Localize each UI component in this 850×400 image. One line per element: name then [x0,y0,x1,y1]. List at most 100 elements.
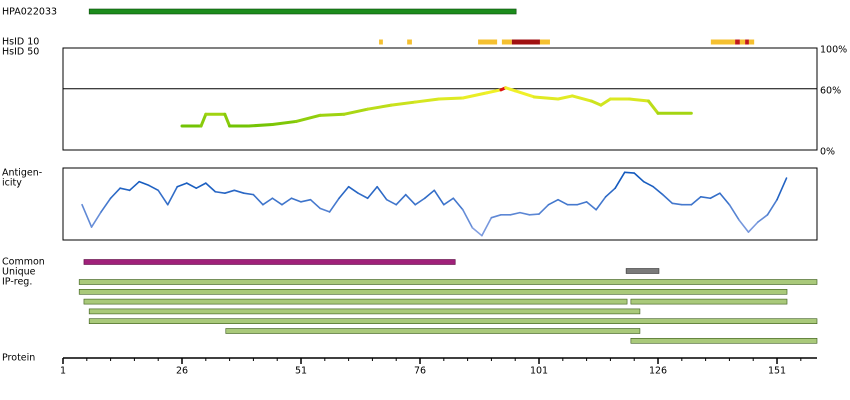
antigenicity-line [252,193,264,206]
antigenicity-line [347,185,359,194]
antigenicity-line [404,193,417,206]
identity-line [504,86,517,93]
antigenicity-line [385,198,398,206]
region-bar [88,318,818,325]
antigenicity-line [233,189,245,194]
antigenicity-line [166,185,179,206]
identity-line [532,95,560,101]
antigenicity-line [633,172,645,183]
antigenicity-line [214,190,226,194]
antigenicity-line [300,198,312,203]
antigenicity-line [604,187,616,198]
antigenicity-line [557,198,569,206]
x-tick-label: 76 [414,366,426,377]
antigenicity-line [281,197,293,206]
antigenicity-line [328,197,340,213]
antigenicity-line [271,197,283,206]
antigenicity-line [224,189,236,194]
antigenicity-line [290,197,302,203]
antigenicity-label: icity [2,178,22,189]
antigenicity-line [90,211,102,228]
antigenicity-line [423,189,436,200]
hsid50-label: HsID 50 [2,47,39,58]
region-bar [630,298,788,305]
x-tick-label: 51 [295,366,307,377]
identity-line [199,112,208,128]
hsid10-label: HsID 10 [2,37,39,48]
antigenicity-line [652,185,664,196]
antigenicity-line [595,196,607,211]
ipreg-label: IP-reg. [2,277,32,288]
hsid10-segment [379,39,383,45]
identity-line [389,100,417,107]
hsid10-segment [478,39,498,45]
identity-line [413,97,441,104]
antigenicity-line [547,198,559,206]
antigenicity-line [262,197,274,206]
hsid10-segment [739,39,746,45]
region-bar [625,268,660,274]
hsid10-segment [539,39,550,45]
antigenicity-line [443,197,455,206]
x-tick-label: 101 [530,366,548,377]
identity-line [556,94,574,101]
antigenicity-line [376,185,388,201]
antibody-bar [88,8,517,15]
antigenicity-line [719,192,731,206]
identity-line [437,96,465,101]
identity-line [461,91,489,100]
antigenicity-line [576,201,588,206]
identity-line [294,113,322,123]
antigenicity-box [62,167,818,241]
antigenicity-line [138,180,150,187]
identity-line [589,99,603,107]
antigenicity-line [776,177,788,201]
region-bar [225,328,641,334]
antigenicity-line [509,211,521,216]
antigenicity-line [728,203,740,221]
identity-line [485,88,503,95]
antigenicity-line [757,214,769,223]
common-label: Common [2,257,45,268]
y-tick-label: 60% [820,85,841,96]
hsid10-segment [745,39,749,45]
identity-line [513,89,536,99]
region-bar [630,337,818,344]
identity-line [646,99,660,115]
identity-line [570,94,593,103]
antigenicity-line [176,182,188,188]
antigenicity-line [538,203,550,215]
x-tick-label: 1 [60,366,66,377]
hsid10-segment [710,39,736,45]
region-bar [88,308,641,315]
identity-line [599,97,612,107]
antigenicity-line [462,208,474,229]
antigenicity-line [700,196,712,200]
antibody-label: HPA022033 [2,7,57,18]
region-bar [78,288,788,295]
antigenicity-line [128,180,140,192]
antigenicity-line [585,201,597,211]
antigenicity-line [452,197,464,211]
antigenicity-line [185,182,198,189]
antigenicity-line [100,197,112,213]
antigenicity-line [395,193,407,206]
x-tick-label: 126 [649,366,667,377]
hsid10-segment [748,39,755,45]
identity-line [270,119,298,126]
identity-line [342,107,370,116]
hsid10-segment [511,39,540,45]
antigenicity-line [81,203,93,228]
antigenicity-line [471,226,483,237]
identity-line [627,97,650,103]
antigenicity-line [243,192,255,196]
y-tick-label: 0% [820,147,835,158]
antigenicity-line [109,187,121,200]
y-tick-label: 100% [820,45,847,56]
antigenicity-line [366,185,378,200]
hsid10-segment [501,39,512,45]
antigenicity-line [205,182,217,193]
x-tick-label: 26 [176,366,188,377]
x-tick-label: 151 [768,366,786,377]
antigenicity-line [357,192,369,200]
